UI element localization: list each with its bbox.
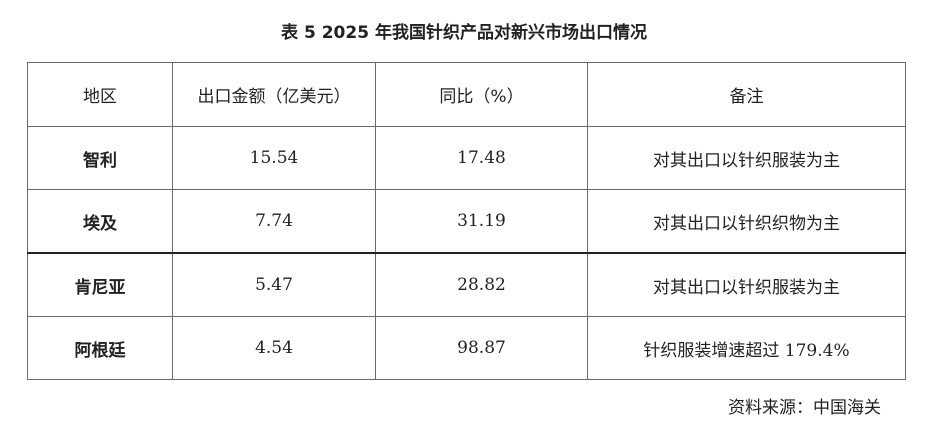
region-cell: 肯尼亚 <box>27 252 173 317</box>
region-cell: 阿根廷 <box>27 316 173 380</box>
header-row: 地区 出口金额（亿美元） 同比（%） 备注 <box>27 62 906 127</box>
header-amount: 出口金额（亿美元） <box>172 62 376 127</box>
amount-cell: 4.54 <box>172 316 376 380</box>
region-cell: 智利 <box>27 126 173 190</box>
amount-cell: 15.54 <box>172 126 376 190</box>
export-table: 地区 出口金额（亿美元） 同比（%） 备注 智利 15.54 17.48 对其出… <box>27 62 906 380</box>
yoy-cell: 98.87 <box>375 316 588 380</box>
amount-cell: 5.47 <box>172 252 376 317</box>
table-row: 阿根廷 4.54 98.87 针织服装增速超过 179.4% <box>27 316 906 380</box>
header-region: 地区 <box>27 62 173 127</box>
amount-cell: 7.74 <box>172 189 376 254</box>
region-cell: 埃及 <box>27 189 173 254</box>
header-yoy: 同比（%） <box>375 62 588 127</box>
table-title: 表 5 2025 年我国针织产品对新兴市场出口情况 <box>281 23 647 43</box>
note-cell: 对其出口以针织织物为主 <box>587 189 906 254</box>
note-cell: 对其出口以针织服装为主 <box>587 252 906 317</box>
yoy-cell: 28.82 <box>375 252 588 317</box>
header-note: 备注 <box>587 62 906 127</box>
note-cell: 针织服装增速超过 179.4% <box>587 316 906 380</box>
table-row: 肯尼亚 5.47 28.82 对其出口以针织服装为主 <box>27 252 906 317</box>
source-note: 资料来源：中国海关 <box>728 398 881 418</box>
yoy-cell: 17.48 <box>375 126 588 190</box>
table-row: 埃及 7.74 31.19 对其出口以针织织物为主 <box>27 189 906 254</box>
yoy-cell: 31.19 <box>375 189 588 254</box>
table-row: 智利 15.54 17.48 对其出口以针织服装为主 <box>27 126 906 190</box>
note-cell: 对其出口以针织服装为主 <box>587 126 906 190</box>
